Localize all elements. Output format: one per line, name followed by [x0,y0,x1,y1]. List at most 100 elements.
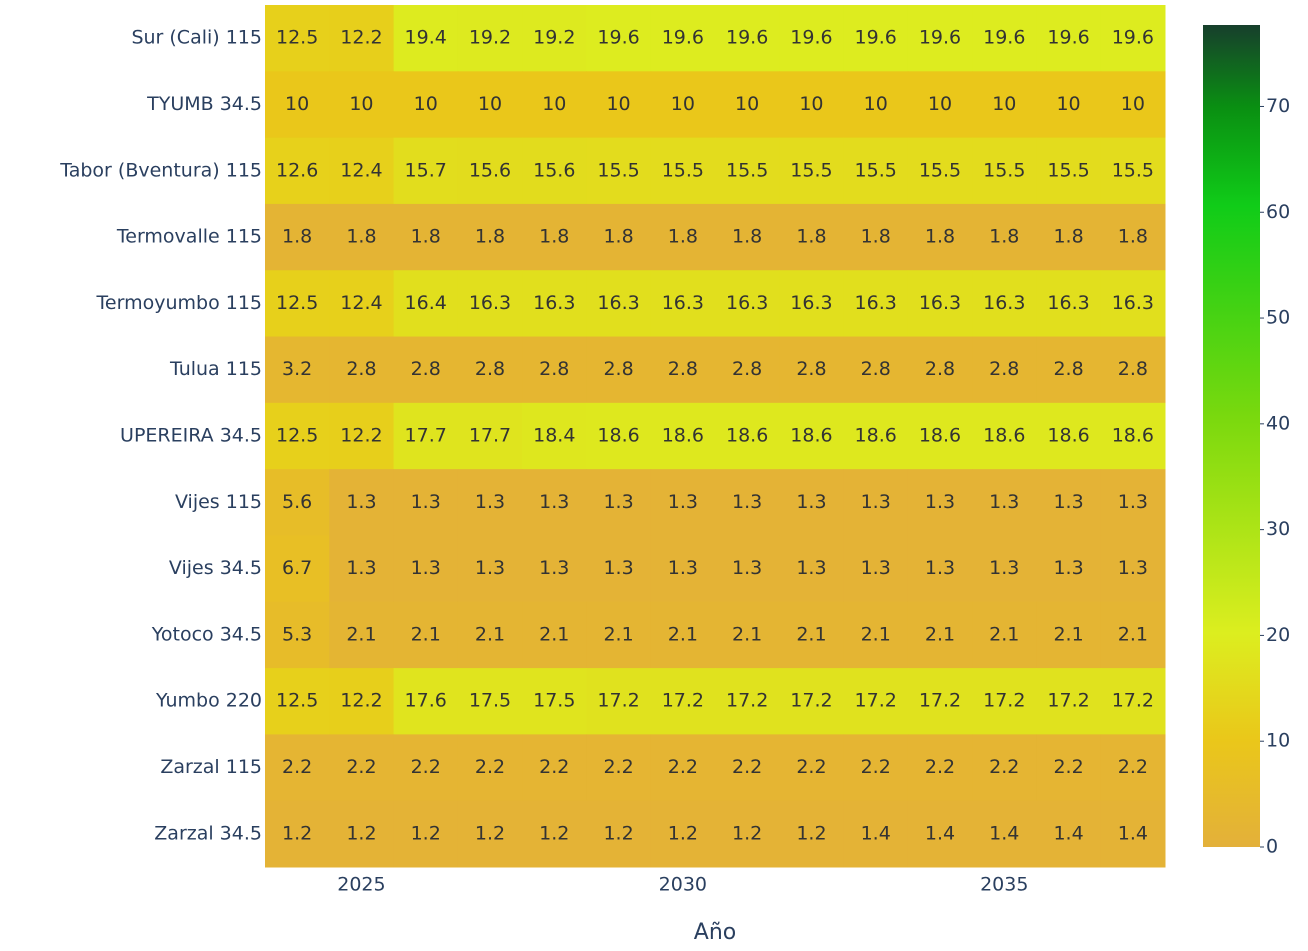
cell-label: 16.3 [790,292,832,314]
cell-label: 10 [285,93,309,115]
cell [907,469,973,536]
cell [329,601,395,669]
cell-label: 2.8 [603,358,633,380]
cell-label: 1.4 [925,822,955,844]
cell-label: 17.7 [469,425,511,447]
cell-label: 16.3 [726,292,768,314]
cell-label: 2.8 [346,358,376,380]
cell-label: 1.3 [1053,491,1083,513]
cell-label: 18.6 [597,425,639,447]
cell-label: 10 [735,93,759,115]
cell-label: 2.2 [539,756,569,778]
cell-label: 2.2 [282,756,312,778]
cell [715,137,780,205]
cell [265,402,330,470]
cell-label: 1.3 [925,491,955,513]
cell [650,270,716,338]
cell [907,270,973,338]
cell-label: 16.3 [1047,292,1089,314]
cell [522,668,587,735]
x-tick-label: 2035 [980,874,1028,896]
cell [329,535,395,603]
cell-label: 15.6 [469,159,511,181]
cell-label: 15.5 [726,159,768,181]
cell [650,137,716,205]
cell [393,336,459,404]
cell-label: 10 [1121,93,1145,115]
cell [907,203,973,271]
cell-label: 12.2 [340,690,382,712]
cell-label: 12.5 [276,292,318,314]
y-tick-label: UPEREIRA 34.5 [120,425,262,447]
cell-label: 2.8 [925,358,955,380]
cell-label: 1.3 [989,557,1019,579]
cell-label: 17.2 [790,690,832,712]
cell-label: 1.8 [603,226,633,248]
cell [522,137,587,205]
cell [1036,469,1102,536]
cell [393,668,459,735]
cell-label: 1.4 [989,822,1019,844]
cell [393,601,459,669]
cell [972,203,1037,271]
cell [907,71,973,139]
cell [779,668,845,735]
cell [522,601,587,669]
x-tick-label: 2030 [659,874,707,896]
y-tick-label: Tabor (Bventura) 115 [59,159,262,181]
cell-label: 1.3 [346,557,376,579]
cell [1100,535,1166,603]
cell-label: 2.8 [796,358,826,380]
cell-label: 15.7 [405,159,447,181]
cell-label: 2.2 [668,756,698,778]
cell-label: 2.2 [1118,756,1148,778]
cell-label: 1.3 [475,557,505,579]
cell-label: 2.2 [346,756,376,778]
colorbar-tick-label: 70 [1266,95,1290,117]
cell-label: 19.2 [469,27,511,49]
cell-label: 1.3 [668,491,698,513]
x-axis-title: Año [694,920,736,945]
cell-label: 2.8 [989,358,1019,380]
cell-label: 2.1 [796,623,826,645]
cell-label: 1.4 [1053,822,1083,844]
cell-label: 10 [992,93,1016,115]
cell [457,71,523,139]
cell-label: 2.8 [668,358,698,380]
cell-label: 1.4 [1118,822,1148,844]
y-tick-label: Termovalle 115 [116,226,262,248]
cell [972,336,1037,404]
cell [522,402,587,470]
colorbar-tick-label: 60 [1266,201,1290,223]
cell [843,203,909,271]
cell [522,5,587,72]
cell-label: 12.5 [276,27,318,49]
cell [329,71,395,139]
cell [522,71,587,139]
cell [715,5,780,72]
cell [650,5,716,72]
cell-label: 1.8 [411,226,441,248]
cell [265,270,330,338]
cell [522,469,587,536]
cell [329,402,395,470]
cell [715,402,780,470]
cell [843,137,909,205]
cell-label: 10 [864,93,888,115]
y-tick-label: Vijes 34.5 [169,557,262,579]
cell-label: 2.1 [1118,623,1148,645]
cell-label: 12.4 [340,292,382,314]
cell-label: 2.1 [925,623,955,645]
cell [972,601,1037,669]
cell [972,402,1037,470]
cell [329,800,395,868]
cell [779,402,845,470]
cell-label: 10 [606,93,630,115]
cell-label: 2.1 [732,623,762,645]
cell [843,601,909,669]
cell-label: 18.6 [919,425,961,447]
cell [393,800,459,868]
cell [779,601,845,669]
cell [265,5,330,72]
cell-label: 16.3 [855,292,897,314]
